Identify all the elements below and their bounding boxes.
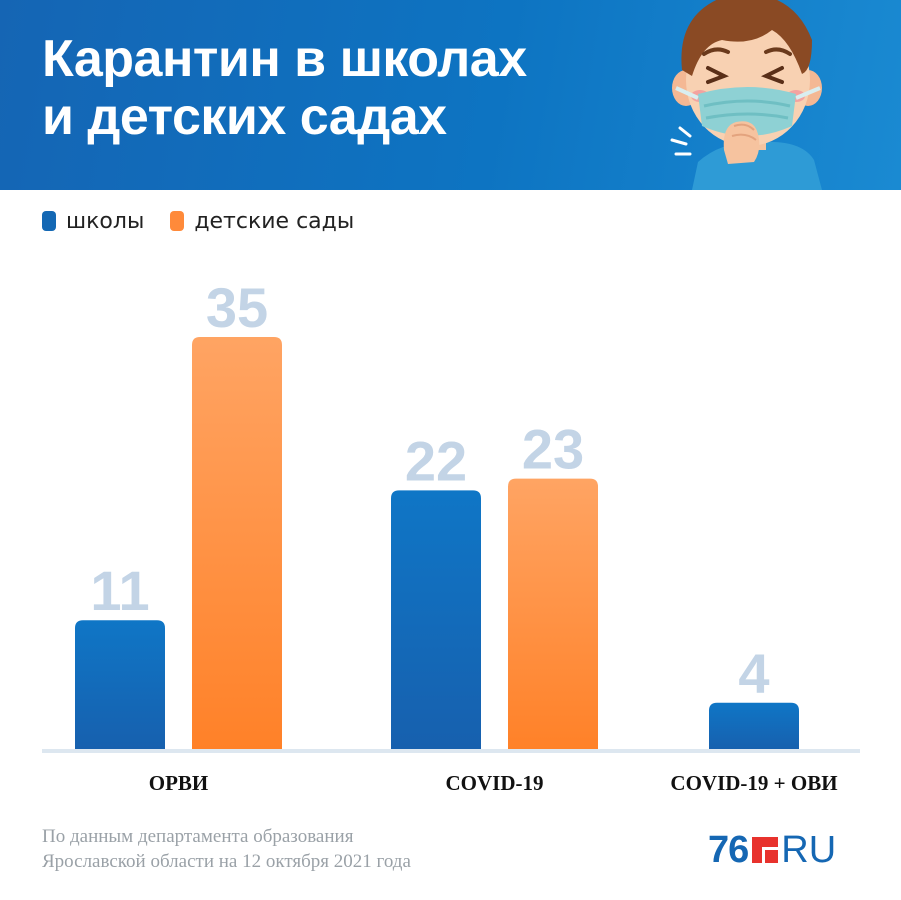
data-label-schools-2: 4 [738, 642, 769, 705]
logo-suffix: RU [781, 828, 837, 871]
coughing-child-in-mask-icon [670, 0, 822, 190]
page-title: Карантин в школах и детских садах [42, 30, 527, 146]
logo-number: 76 [708, 828, 749, 871]
legend-swatch-kindergartens [170, 211, 185, 231]
legend-item-kindergartens: детские сады [170, 209, 354, 234]
category-label-1: COVID-19 [446, 771, 544, 795]
site-logo: 76 RU [708, 828, 837, 871]
data-label-schools-1: 22 [405, 429, 467, 492]
legend-label-kindergartens: детские сады [194, 208, 355, 234]
bar-schools-2 [709, 702, 799, 750]
header-banner: Карантин в школах и детских садах [0, 0, 901, 190]
data-label-kindergartens-0: 35 [206, 276, 268, 339]
source-note: По данным департамента образования Яросл… [42, 824, 411, 874]
legend-item-schools: школы [42, 209, 144, 234]
bar-schools-0 [75, 620, 165, 750]
data-label-kindergartens-1: 23 [522, 418, 584, 481]
bar-chart: 11 35 ОРВИ 22 23 COVID-19 4 COVID-19 + ОВИ [42, 276, 860, 795]
legend-label-schools: школы [66, 208, 145, 234]
title-line-2: и детских садах [42, 88, 447, 146]
data-label-schools-0: 11 [90, 559, 149, 622]
bar-kindergartens-0 [192, 337, 282, 750]
logo-square-icon [752, 837, 779, 863]
bar-kindergartens-1 [508, 478, 598, 750]
source-line-1: По данным департамента образования [42, 826, 354, 847]
legend-swatch-schools [42, 211, 56, 231]
source-line-2: Ярославской области на 12 октября 2021 г… [42, 851, 411, 872]
chart-legend: школы детские сады [42, 206, 380, 236]
title-line-1: Карантин в школах [42, 30, 527, 88]
category-label-0: ОРВИ [149, 771, 209, 795]
bar-schools-1 [391, 490, 481, 750]
category-label-2: COVID-19 + ОВИ [670, 771, 837, 795]
